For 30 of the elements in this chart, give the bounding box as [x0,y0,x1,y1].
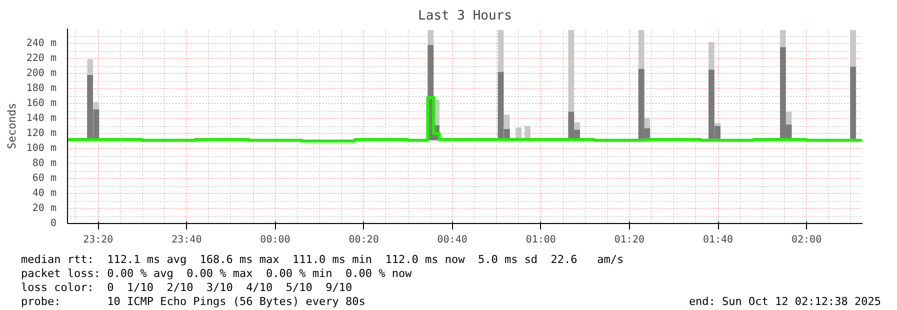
y-tick-label: 60 m [32,173,57,184]
y-tick-label: 140 m [26,113,57,124]
y-tick-label: 20 m [32,203,57,214]
x-tick-label: 02:00 [792,234,822,246]
x-tick-label: 01:40 [702,234,734,246]
text: probe: 10 ICMP Echo Pings (56 Bytes) every 80s [21,295,366,309]
text: end: Sun Oct 12 02:12:38 2025 [688,295,881,309]
y-tick-label: 0 [50,218,57,229]
x-tick-label: 00:20 [348,234,379,246]
text: packet loss: 0.00 % avg 0.00 % max 0.00 % min 0.00 % now [21,267,413,281]
y-tick-label: 40 m [32,188,57,199]
chart-title: Last 3 Hours [418,8,512,24]
x-tick-label: 00:00 [260,234,290,246]
y-tick-label: 220 m [26,53,57,64]
y-tick-label: 100 m [26,143,57,154]
bar [850,66,856,140]
y-axis-title: Seconds [5,102,18,150]
y-tick-label: 160 m [26,98,57,109]
x-tick-label: 23:40 [172,234,202,246]
y-tick-label: 80 m [32,158,57,169]
x-tick-label: 01:20 [614,234,645,246]
x-tick-label: 23:20 [83,234,114,246]
y-tick-label: 240 m [26,38,57,49]
text: median rtt: 112.1 ms avg 168.6 ms max 111.0 ms min 112.0 ms now 5.0 ms sd 22.6 am/s [21,253,625,267]
text: loss color: 0 1/10 2/10 3/10 4/10 5/10 9/10 [21,281,354,295]
x-tick-label: 01:00 [526,234,556,246]
y-tick-label: 180 m [26,83,57,94]
y-tick-label: 120 m [26,128,57,139]
y-tick-label: 200 m [26,68,57,79]
x-tick-label: 00:40 [437,234,468,246]
